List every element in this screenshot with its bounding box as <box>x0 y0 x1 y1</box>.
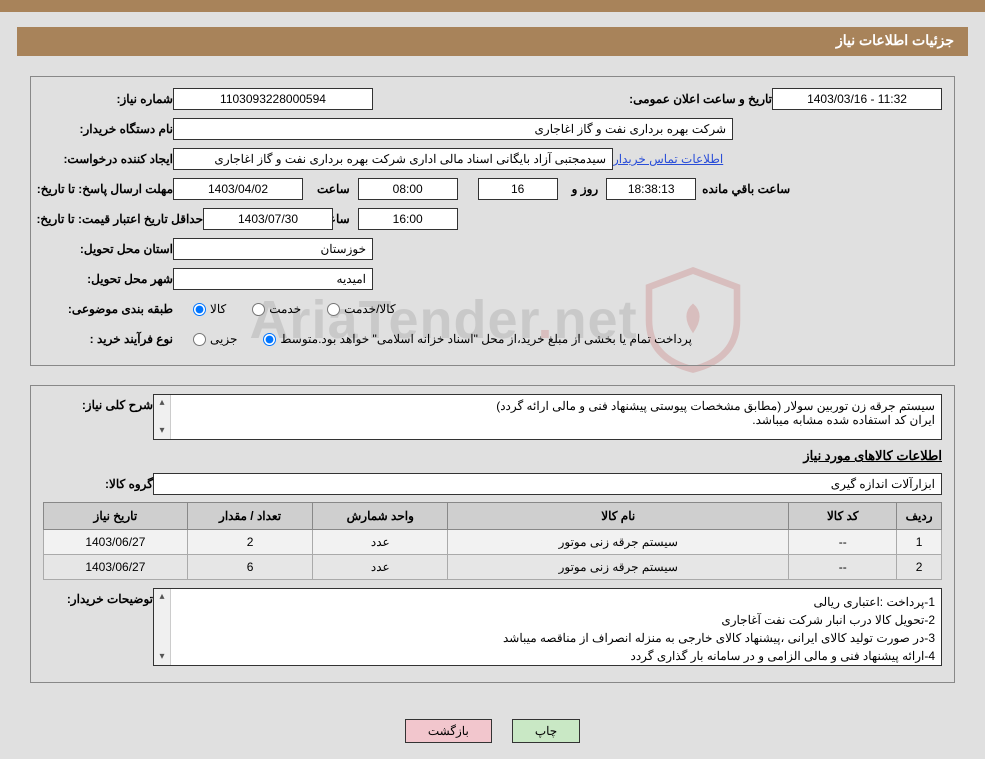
table-header: تاریخ نیاز <box>44 503 188 530</box>
goods-panel: شرح کلی نیاز: ▴▾ سیستم جرقه زن توربین سو… <box>30 385 955 683</box>
category-label: طبقه بندی موضوعی: <box>43 302 173 316</box>
process-note: پرداخت تمام یا بخشی از مبلغ خرید،از محل … <box>318 332 692 346</box>
button-row: چاپ بازگشت <box>0 719 985 743</box>
goods-info-title: اطلاعات کالاهای مورد نیاز <box>43 448 942 464</box>
announce-datetime-label: تاریخ و ساعت اعلان عمومی: <box>623 92 772 106</box>
requester-label: ایجاد کننده درخواست: <box>43 152 173 166</box>
process-opt-medium[interactable]: متوسط <box>263 332 318 346</box>
buyer-contact-link[interactable]: اطلاعات تماس خریدار <box>613 152 723 166</box>
scroll-up-icon[interactable]: ▴ <box>154 395 170 411</box>
back-button[interactable]: بازگشت <box>405 719 492 743</box>
time-remaining-field[interactable] <box>606 178 696 200</box>
table-cell: 1 <box>897 530 942 555</box>
table-cell: -- <box>789 530 897 555</box>
general-desc-label: شرح کلی نیاز: <box>43 394 153 412</box>
category-opt-goods[interactable]: کالا <box>193 302 226 316</box>
process-radio-minor[interactable] <box>193 333 206 346</box>
table-header: تعداد / مقدار <box>187 503 313 530</box>
print-button[interactable]: چاپ <box>512 719 580 743</box>
table-cell: 2 <box>187 530 313 555</box>
table-cell: عدد <box>313 530 448 555</box>
validity-label-txt: حداقل تاریخ اعتبار قیمت: <box>78 212 203 226</box>
scrollbar[interactable]: ▴▾ <box>154 395 171 439</box>
process-opt-medium-label: متوسط <box>280 332 318 346</box>
process-label: نوع فرآیند خرید : <box>43 332 173 346</box>
buyer-notes-field[interactable]: ▴▾ 1-پرداخت :اعتباری ریالی 2-تحویل کالا … <box>153 588 942 666</box>
province-field[interactable] <box>173 238 373 260</box>
table-row: 2--سیستم جرقه زنی موتورعدد61403/06/27 <box>44 555 942 580</box>
category-opt-both[interactable]: کالا/خدمت <box>327 302 395 316</box>
process-opt-minor-label: جزیی <box>210 332 237 346</box>
header-bar: جزئیات اطلاعات نیاز <box>17 27 968 56</box>
table-header: کد کالا <box>789 503 897 530</box>
buyer-org-field[interactable] <box>173 118 733 140</box>
deadline-time-field[interactable] <box>358 178 458 200</box>
table-cell: عدد <box>313 555 448 580</box>
days-remaining-field[interactable] <box>478 178 558 200</box>
need-number-field[interactable] <box>173 88 373 110</box>
general-desc-text: سیستم جرقه زن توربین سولار (مطابق مشخصات… <box>160 399 935 427</box>
city-label: شهر محل تحویل: <box>43 272 173 286</box>
scroll-down-icon[interactable]: ▾ <box>154 423 170 439</box>
details-panel: شماره نیاز: تاریخ و ساعت اعلان عمومی: نا… <box>30 76 955 366</box>
table-cell: سیستم جرقه زنی موتور <box>448 555 789 580</box>
header-title: جزئیات اطلاعات نیاز <box>836 32 954 48</box>
process-opt-minor[interactable]: جزیی <box>193 332 237 346</box>
table-cell: 2 <box>897 555 942 580</box>
category-radio-service[interactable] <box>252 303 265 316</box>
table-cell: -- <box>789 555 897 580</box>
category-radio-goods[interactable] <box>193 303 206 316</box>
until-date-lbl-1: تا تاریخ: <box>37 182 75 196</box>
province-label: استان محل تحویل: <box>43 242 173 256</box>
buyer-notes-label: توضیحات خریدار: <box>43 588 153 606</box>
category-opt-service[interactable]: خدمت <box>252 302 301 316</box>
deadline-label-txt: مهلت ارسال پاسخ: <box>78 182 173 196</box>
validity-date-field[interactable] <box>203 208 333 230</box>
table-header: نام کالا <box>448 503 789 530</box>
days-and-label: روز و <box>566 182 599 196</box>
deadline-time-lbl: ساعت <box>311 182 350 196</box>
buyer-notes-text: 1-پرداخت :اعتباری ریالی 2-تحویل کالا درب… <box>176 593 935 665</box>
scroll-up-icon-2[interactable]: ▴ <box>154 589 170 605</box>
goods-group-label: گروه کالا: <box>43 477 153 491</box>
buyer-org-label: نام دستگاه خریدار: <box>43 122 173 136</box>
until-date-lbl-2: تا تاریخ: <box>36 212 74 226</box>
table-header: واحد شمارش <box>313 503 448 530</box>
table-cell: 6 <box>187 555 313 580</box>
validity-time-field[interactable] <box>358 208 458 230</box>
category-radio-group: کالا خدمت کالا/خدمت <box>173 302 396 316</box>
category-opt-both-label: کالا/خدمت <box>344 302 395 316</box>
process-radio-medium[interactable] <box>263 333 276 346</box>
goods-table: ردیفکد کالانام کالاواحد شمارشتعداد / مقد… <box>43 502 942 580</box>
category-opt-goods-label: کالا <box>210 302 226 316</box>
deadline-date-field[interactable] <box>173 178 303 200</box>
table-cell: 1403/06/27 <box>44 555 188 580</box>
table-cell: 1403/06/27 <box>44 530 188 555</box>
goods-group-field[interactable] <box>153 473 942 495</box>
scrollbar-notes[interactable]: ▴▾ <box>154 589 171 665</box>
announce-datetime-field[interactable] <box>772 88 942 110</box>
requester-field[interactable] <box>173 148 613 170</box>
need-number-label: شماره نیاز: <box>43 92 173 106</box>
scroll-down-icon-2[interactable]: ▾ <box>154 649 170 665</box>
table-cell: سیستم جرقه زنی موتور <box>448 530 789 555</box>
category-opt-service-label: خدمت <box>269 302 301 316</box>
city-field[interactable] <box>173 268 373 290</box>
validity-label: حداقل تاریخ اعتبار قیمت: تا تاریخ: <box>43 212 203 226</box>
category-radio-both[interactable] <box>327 303 340 316</box>
top-stripe <box>0 0 985 12</box>
deadline-label: مهلت ارسال پاسخ: تا تاریخ: <box>43 182 173 196</box>
table-row: 1--سیستم جرقه زنی موتورعدد21403/06/27 <box>44 530 942 555</box>
remaining-label: ساعت باقي مانده <box>696 182 790 196</box>
general-desc-field[interactable]: ▴▾ سیستم جرقه زن توربین سولار (مطابق مشخ… <box>153 394 942 440</box>
table-header: ردیف <box>897 503 942 530</box>
process-radio-group: جزیی متوسط <box>173 332 318 346</box>
